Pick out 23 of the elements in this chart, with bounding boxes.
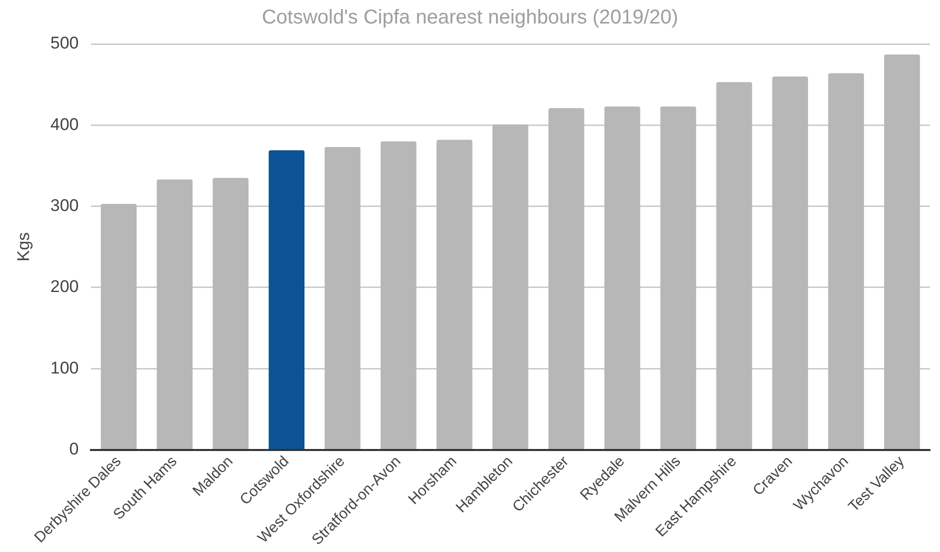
bar xyxy=(156,180,193,449)
bar xyxy=(604,106,640,449)
bar xyxy=(884,54,920,449)
bar xyxy=(100,204,137,449)
bar xyxy=(660,106,696,449)
bar xyxy=(716,82,752,449)
bar xyxy=(772,76,808,449)
y-tick-label: 0 xyxy=(69,439,79,458)
bar xyxy=(436,140,472,449)
bar xyxy=(492,124,528,449)
bar xyxy=(380,141,416,449)
y-tick-label: 200 xyxy=(50,277,79,296)
y-tick-label: 500 xyxy=(50,34,79,53)
bar xyxy=(212,178,249,449)
y-axis-title: Kgs xyxy=(14,232,33,262)
y-tick-label: 400 xyxy=(50,114,79,134)
chart-title: Cotswold's Cipfa nearest neighbours (2019/20) xyxy=(262,6,678,29)
bar xyxy=(268,150,304,449)
bar xyxy=(828,73,864,449)
y-tick-label: 100 xyxy=(50,358,79,378)
bar xyxy=(324,147,360,449)
y-tick-label: 300 xyxy=(50,196,79,215)
bar xyxy=(548,108,584,449)
